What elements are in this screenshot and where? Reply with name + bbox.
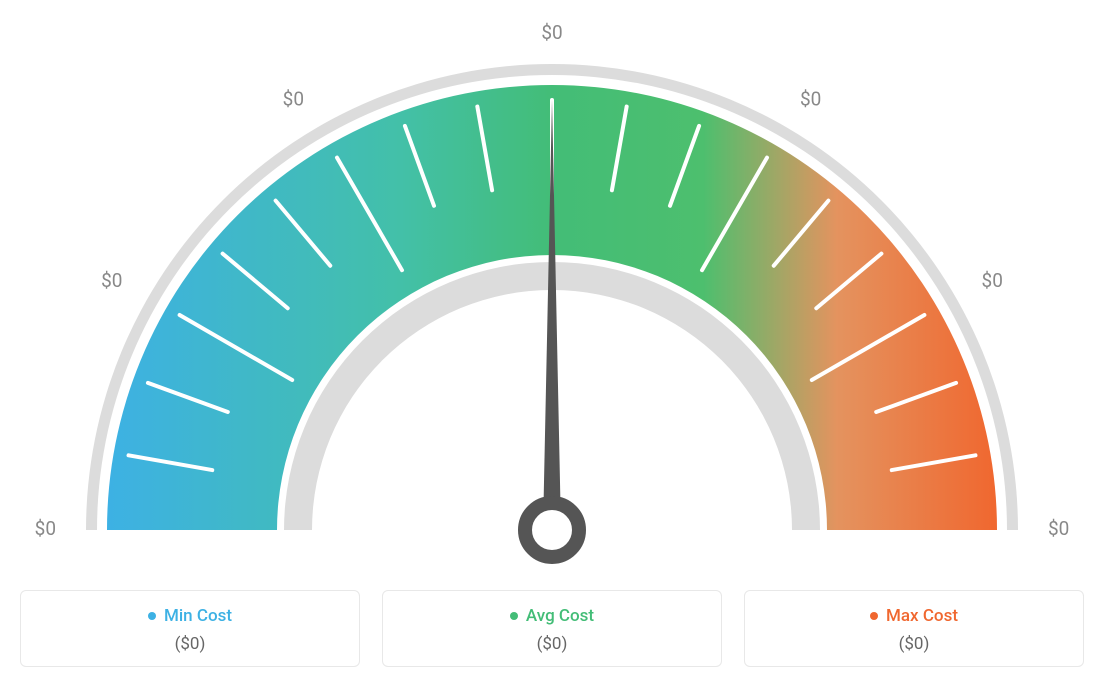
legend-card-avg: Avg Cost ($0) (382, 590, 722, 667)
legend-label-avg: Avg Cost (510, 606, 594, 626)
gauge-cost-chart: $0 $0 $0 $0 $0 $0 $0 Min Cost ($0) Avg Cost ($… (20, 20, 1084, 667)
svg-text:$0: $0 (101, 269, 122, 292)
svg-text:$0: $0 (283, 87, 304, 110)
svg-text:$0: $0 (35, 517, 56, 540)
svg-text:$0: $0 (541, 21, 562, 44)
legend-row: Min Cost ($0) Avg Cost ($0) Max Cost ($0… (20, 590, 1084, 667)
legend-dot-min (148, 612, 156, 620)
legend-card-min: Min Cost ($0) (20, 590, 360, 667)
gauge-dial: $0 $0 $0 $0 $0 $0 $0 (20, 20, 1084, 580)
legend-label-max: Max Cost (870, 606, 958, 626)
legend-label-min: Min Cost (148, 606, 232, 626)
legend-dot-max (870, 612, 878, 620)
svg-text:$0: $0 (800, 87, 821, 110)
legend-value-max: ($0) (755, 634, 1073, 654)
legend-text-max: Max Cost (886, 606, 958, 626)
svg-text:$0: $0 (1048, 517, 1069, 540)
legend-dot-avg (510, 612, 518, 620)
legend-value-avg: ($0) (393, 634, 711, 654)
svg-text:$0: $0 (982, 269, 1003, 292)
legend-text-avg: Avg Cost (526, 606, 594, 626)
legend-value-min: ($0) (31, 634, 349, 654)
legend-card-max: Max Cost ($0) (744, 590, 1084, 667)
legend-text-min: Min Cost (164, 606, 232, 626)
